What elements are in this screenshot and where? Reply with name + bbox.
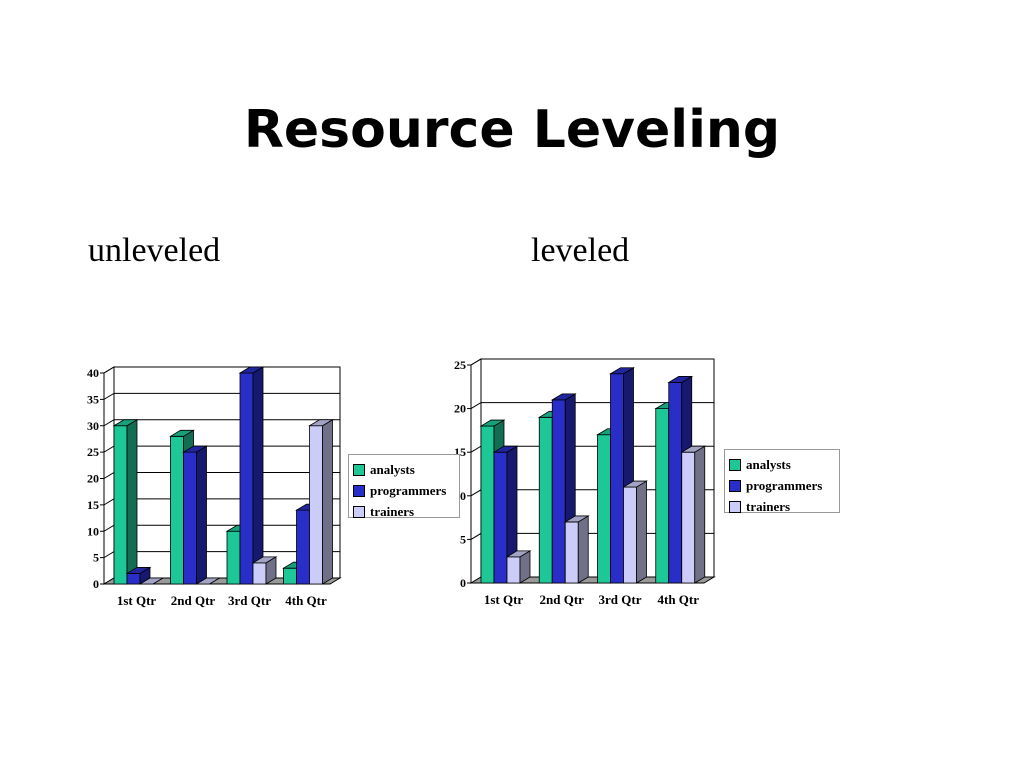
bar-side	[694, 445, 706, 584]
bar-top	[505, 550, 532, 558]
bar-top	[622, 480, 648, 488]
bar-front	[538, 416, 553, 584]
bar-front	[597, 434, 611, 584]
bar-front	[610, 373, 624, 584]
legend-item-analysts: analysts	[729, 454, 835, 475]
bar-front	[551, 399, 566, 584]
y-tick-label: 15	[87, 498, 99, 512]
x-tick-label: 2nd Qtr	[540, 592, 585, 607]
bar-trainers-3rd-qtr	[622, 480, 648, 584]
legend-label-analysts: analysts	[370, 461, 415, 477]
bar-side	[577, 515, 589, 584]
bar-top	[169, 429, 195, 437]
x-tick-label: 3rd Qtr	[599, 592, 642, 607]
legend-swatch-programmers	[353, 484, 365, 497]
bar-programmers-2nd-qtr	[182, 445, 208, 585]
gridline	[470, 358, 714, 366]
bar-trainers-3rd-qtr	[251, 556, 278, 585]
y-tick-label: 30	[87, 419, 99, 433]
y-tick-label: 5	[93, 551, 99, 565]
bar-top	[492, 445, 519, 453]
leveled-subtitle: leveled	[531, 232, 630, 269]
legend-label-trainers: trainers	[746, 498, 791, 514]
bar-top	[563, 515, 590, 523]
bar-programmers-1st-qtr	[492, 445, 519, 584]
side-wall	[470, 358, 482, 584]
y-tick-label: 5	[460, 532, 466, 546]
x-tick-label: 4th Qtr	[285, 593, 327, 608]
legend-item-analysts: analysts	[353, 459, 455, 480]
legend-swatch-trainers	[729, 500, 741, 513]
bar-top	[125, 567, 152, 574]
bar-front	[506, 556, 521, 584]
bar-programmers-3rd-qtr	[238, 366, 265, 585]
legend-swatch-analysts	[353, 463, 365, 476]
bar-side	[636, 480, 647, 584]
bar-trainers-1st-qtr	[138, 577, 165, 585]
legend-item-trainers: trainers	[729, 496, 835, 517]
y-tick-label: 0	[460, 576, 466, 590]
bar-trainers-2nd-qtr	[563, 515, 590, 584]
x-tick-label: 1st Qtr	[117, 593, 157, 608]
x-tick-label: 3rd Qtr	[228, 593, 271, 608]
x-tick-label: 1st Qtr	[484, 592, 524, 607]
bar-front	[564, 521, 579, 584]
legend-item-programmers: programmers	[729, 475, 835, 496]
bar-front	[493, 451, 508, 584]
legend-label-trainers: trainers	[370, 503, 415, 519]
bar-front	[480, 425, 495, 584]
gridline	[103, 419, 340, 427]
y-tick-label: 25	[87, 445, 99, 459]
gridline	[103, 392, 340, 400]
y-tick-label: 0	[93, 577, 99, 591]
x-tick-label: 4th Qtr	[657, 592, 699, 607]
legend-label-programmers: programmers	[370, 482, 447, 498]
bar-top	[308, 419, 334, 427]
bar-front	[681, 451, 696, 584]
y-tick-label: 35	[87, 392, 99, 406]
bar-top	[479, 419, 506, 427]
y-tick-label: 20	[87, 472, 99, 486]
bar-trainers-4th-qtr	[680, 445, 707, 584]
bar-top	[112, 419, 139, 427]
unleveled-subtitle: unleveled	[88, 232, 221, 269]
y-tick-label: 40	[87, 366, 99, 380]
legend-swatch-trainers	[353, 505, 365, 518]
bar-top	[251, 556, 278, 564]
x-tick-label: 2nd Qtr	[171, 593, 216, 608]
bar-top	[680, 445, 707, 453]
bar-top	[182, 445, 208, 453]
legend-item-trainers: trainers	[353, 501, 455, 522]
legend-swatch-programmers	[729, 479, 741, 492]
bar-top	[609, 367, 635, 375]
legend-label-analysts: analysts	[746, 456, 791, 472]
bar-top	[667, 376, 694, 383]
unleveled-chart-legend: analysts programmers trainers	[348, 454, 460, 519]
slide-title: Resource Leveling	[243, 100, 781, 160]
leveled-chart-legend: analysts programmers trainers	[724, 449, 840, 514]
bar-top	[238, 366, 265, 374]
y-tick-label: 20	[454, 402, 466, 416]
bar-front	[623, 486, 637, 584]
bar-trainers-2nd-qtr	[195, 577, 221, 585]
bar-front	[655, 408, 670, 584]
bar-trainers-4th-qtr	[308, 419, 334, 585]
gridline	[470, 402, 714, 410]
legend-label-programmers: programmers	[746, 477, 823, 493]
bar-front	[668, 382, 683, 584]
legend-swatch-analysts	[729, 458, 741, 471]
bar-programmers-1st-qtr	[125, 566, 152, 585]
y-tick-label: 10	[87, 524, 99, 538]
gridline	[103, 366, 340, 374]
bar-top	[195, 577, 221, 585]
bar-top	[138, 577, 165, 585]
bar-top	[550, 393, 577, 401]
legend-item-programmers: programmers	[353, 480, 455, 501]
bar-trainers-1st-qtr	[505, 550, 532, 584]
y-tick-label: 25	[454, 358, 466, 372]
